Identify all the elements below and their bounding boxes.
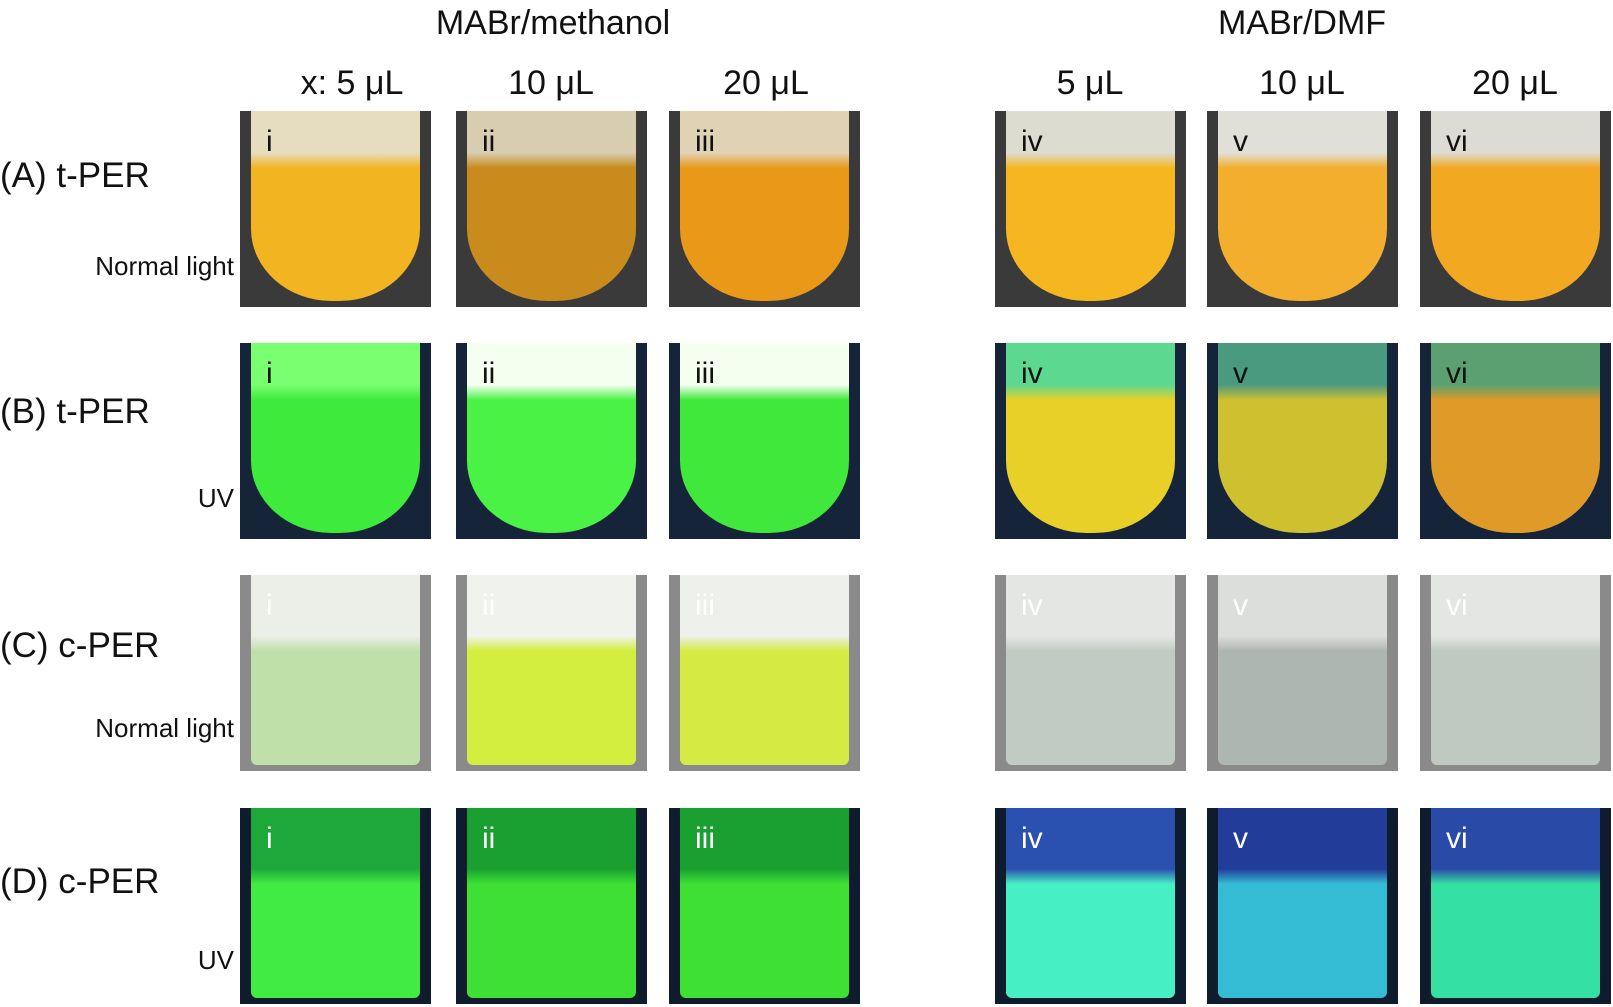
column-label: 10 μL: [508, 64, 594, 102]
vial-photo: vi: [1420, 575, 1611, 771]
panel-label: ii: [482, 357, 496, 390]
panel-label: i: [266, 589, 273, 622]
vial-photo: i: [240, 343, 431, 539]
row-label: (A) t-PER: [0, 156, 150, 195]
vial: [680, 575, 849, 766]
panel-label: i: [266, 357, 273, 390]
light-label: UV: [197, 945, 234, 975]
group-header: MABr/methanol: [435, 4, 671, 42]
panel-label: ii: [482, 822, 496, 855]
panel-label: i: [266, 125, 273, 158]
panel-label: iv: [1021, 822, 1043, 855]
panel-label: v: [1233, 589, 1248, 622]
vial: [467, 575, 636, 766]
vial-photo: iv: [995, 808, 1186, 1004]
vial: [680, 343, 849, 534]
vial-photo: ii: [456, 808, 647, 1004]
row-label: (C) c-PER: [0, 626, 160, 665]
vial-photo: iii: [669, 808, 860, 1004]
vial-photo: iii: [669, 343, 860, 539]
light-label: Normal light: [95, 251, 234, 281]
column-label: 10 μL: [1259, 64, 1345, 102]
vial: [467, 808, 636, 999]
row-label: (D) c-PER: [0, 862, 160, 901]
vial: [1431, 111, 1600, 302]
panel-label: iii: [695, 357, 715, 390]
vial: [251, 111, 420, 302]
vial-photo: ii: [456, 111, 647, 307]
panel-label: iv: [1021, 357, 1043, 390]
panel-label: v: [1233, 822, 1248, 855]
vial-photo: v: [1207, 343, 1398, 539]
vial-photo: i: [240, 808, 431, 1004]
vial-photo: i: [240, 111, 431, 307]
panel-label: iii: [695, 125, 715, 158]
panel-label: vi: [1446, 822, 1468, 855]
vial: [251, 575, 420, 766]
vial-photo: v: [1207, 111, 1398, 307]
vial: [1006, 343, 1175, 534]
panel-label: ii: [482, 125, 496, 158]
panel-label: v: [1233, 357, 1248, 390]
vial: [251, 343, 420, 534]
column-label: 5 μL: [1056, 64, 1124, 102]
vial-photo: iii: [669, 111, 860, 307]
panel-label: vi: [1446, 589, 1468, 622]
vial: [1431, 808, 1600, 999]
panel-label: v: [1233, 125, 1248, 158]
vial: [467, 343, 636, 534]
vial-photo: iv: [995, 111, 1186, 307]
panel-label: iii: [695, 822, 715, 855]
vial: [1006, 111, 1175, 302]
vial-photo: vi: [1420, 111, 1611, 307]
panel-label: vi: [1446, 357, 1468, 390]
vial: [467, 111, 636, 302]
column-label: 20 μL: [1472, 64, 1558, 102]
vial: [680, 808, 849, 999]
vial-photo: ii: [456, 343, 647, 539]
vial-photo: iii: [669, 575, 860, 771]
light-label: UV: [197, 483, 234, 513]
panel-label: i: [266, 822, 273, 855]
vial-photo: vi: [1420, 343, 1611, 539]
vial-photo: v: [1207, 575, 1398, 771]
vial: [1218, 575, 1387, 766]
column-label: x: 5 μL: [300, 64, 404, 102]
panel-label: iv: [1021, 125, 1043, 158]
vial: [1431, 575, 1600, 766]
light-label: Normal light: [95, 713, 234, 743]
panel-label: iv: [1021, 589, 1043, 622]
vial-photo: vi: [1420, 808, 1611, 1004]
vial: [1006, 808, 1175, 999]
group-header: MABr/DMF: [1217, 4, 1387, 42]
vial: [1218, 808, 1387, 999]
panel-label: ii: [482, 589, 496, 622]
vial-photo: iv: [995, 343, 1186, 539]
vial: [1218, 343, 1387, 534]
vial: [1431, 343, 1600, 534]
vial: [251, 808, 420, 999]
vial-photo: ii: [456, 575, 647, 771]
vial: [1006, 575, 1175, 766]
vial-photo: v: [1207, 808, 1398, 1004]
vial-photo: iv: [995, 575, 1186, 771]
row-label: (B) t-PER: [0, 392, 150, 431]
vial: [680, 111, 849, 302]
column-label: 20 μL: [723, 64, 809, 102]
panel-label: vi: [1446, 125, 1468, 158]
panel-label: iii: [695, 589, 715, 622]
vial: [1218, 111, 1387, 302]
vial-photo: i: [240, 575, 431, 771]
